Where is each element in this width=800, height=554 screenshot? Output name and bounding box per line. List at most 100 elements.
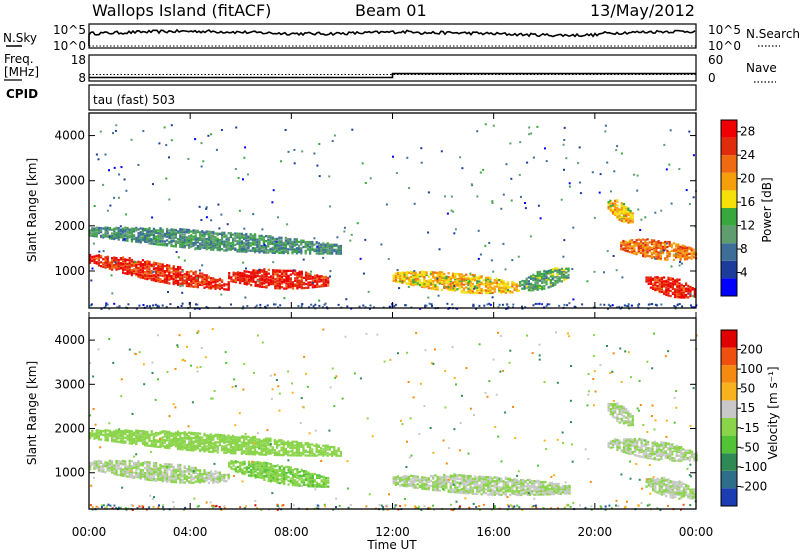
power-cell — [236, 272, 240, 275]
power-cell — [313, 237, 316, 240]
power-cell — [660, 303, 663, 306]
velocity-cell — [205, 477, 208, 481]
power-cell — [122, 236, 125, 239]
power-cell — [166, 244, 169, 247]
power-cell — [261, 274, 264, 277]
velocity-cell — [234, 443, 237, 446]
power-cell — [172, 266, 175, 269]
power-cell — [667, 282, 670, 286]
power-cell — [549, 282, 552, 286]
power-cell — [294, 277, 297, 280]
power-cell — [113, 260, 116, 263]
power-cell — [525, 286, 528, 289]
power-cell — [680, 292, 683, 295]
power-cell — [678, 289, 681, 293]
power-cell — [238, 235, 241, 238]
velocity-cell — [100, 466, 103, 469]
velocity-cell — [102, 465, 105, 468]
power-cell — [157, 243, 160, 246]
power-cell — [118, 305, 121, 308]
velocity-cell — [262, 448, 265, 451]
velocity-cell — [163, 441, 166, 444]
velocity-cell — [291, 440, 294, 443]
power-cell — [453, 284, 456, 287]
power-cell — [144, 264, 147, 267]
power-cell — [678, 282, 681, 285]
velocity-cell — [141, 464, 144, 467]
power-cell — [109, 237, 112, 240]
power-cell — [276, 272, 279, 275]
velocity-cell — [93, 432, 96, 435]
power-cell — [322, 243, 325, 246]
velocity-cell — [214, 444, 217, 448]
power-cell — [504, 285, 507, 288]
power-cell — [660, 286, 663, 290]
power-cell — [603, 271, 605, 274]
velocity-cell — [201, 477, 204, 481]
power-cell — [440, 276, 444, 279]
power-cell — [289, 269, 292, 272]
velocity-cell — [185, 479, 188, 482]
power-cell — [250, 271, 253, 274]
power-cell — [168, 265, 171, 269]
power-cell — [245, 275, 248, 278]
velocity-cell — [122, 468, 125, 471]
power-cell — [269, 282, 273, 286]
power-cell — [100, 265, 103, 268]
power-cell — [174, 233, 177, 237]
velocity-cell — [229, 448, 232, 451]
velocity-cell — [115, 459, 118, 463]
velocity-cell — [161, 430, 164, 433]
power-cell — [228, 275, 231, 279]
power-cell — [159, 229, 162, 232]
power-cell — [649, 281, 652, 284]
power-cell — [530, 277, 533, 280]
power-cell — [659, 254, 662, 257]
power-cell — [104, 235, 107, 238]
velocity-cell — [205, 435, 208, 438]
power-cell — [449, 277, 452, 280]
velocity-cell — [302, 453, 305, 456]
power-cell — [676, 289, 679, 292]
power-cell — [472, 304, 475, 307]
velocity-cell — [322, 450, 325, 454]
power-cell — [673, 305, 676, 308]
power-cell — [119, 264, 122, 267]
power-cell — [653, 247, 656, 250]
velocity-cell — [282, 449, 285, 452]
velocity-cell — [282, 451, 285, 454]
power-cell — [452, 287, 455, 290]
power-cell — [265, 278, 268, 281]
velocity-cell — [203, 479, 206, 482]
power-cell — [190, 285, 193, 288]
power-cell — [527, 282, 530, 285]
power-cell — [207, 285, 210, 289]
power-cell — [479, 253, 482, 256]
power-cell — [100, 261, 103, 264]
velocity-cell — [166, 431, 169, 435]
power-cell — [265, 245, 268, 248]
power-cell — [620, 216, 623, 219]
velocity-cell — [119, 474, 122, 477]
power-cell — [227, 243, 230, 246]
power-cell — [427, 280, 430, 283]
power-cell — [218, 287, 221, 291]
velocity-cell — [161, 473, 164, 477]
power-cell — [141, 275, 144, 278]
power-cell — [203, 234, 206, 237]
power-cell — [498, 289, 501, 292]
velocity-cell — [146, 441, 149, 445]
velocity-cell — [170, 463, 173, 466]
power-cell — [276, 246, 279, 249]
power-cell — [506, 286, 510, 289]
velocity-cell — [320, 453, 323, 456]
power-cell — [174, 270, 177, 273]
power-cell — [179, 266, 182, 269]
power-cell — [451, 303, 454, 306]
velocity-cell — [203, 447, 206, 450]
power-cell — [177, 256, 180, 259]
velocity-cell — [251, 435, 254, 439]
velocity-cell — [133, 462, 136, 466]
power-cell — [322, 281, 325, 284]
power-cell — [179, 244, 182, 247]
